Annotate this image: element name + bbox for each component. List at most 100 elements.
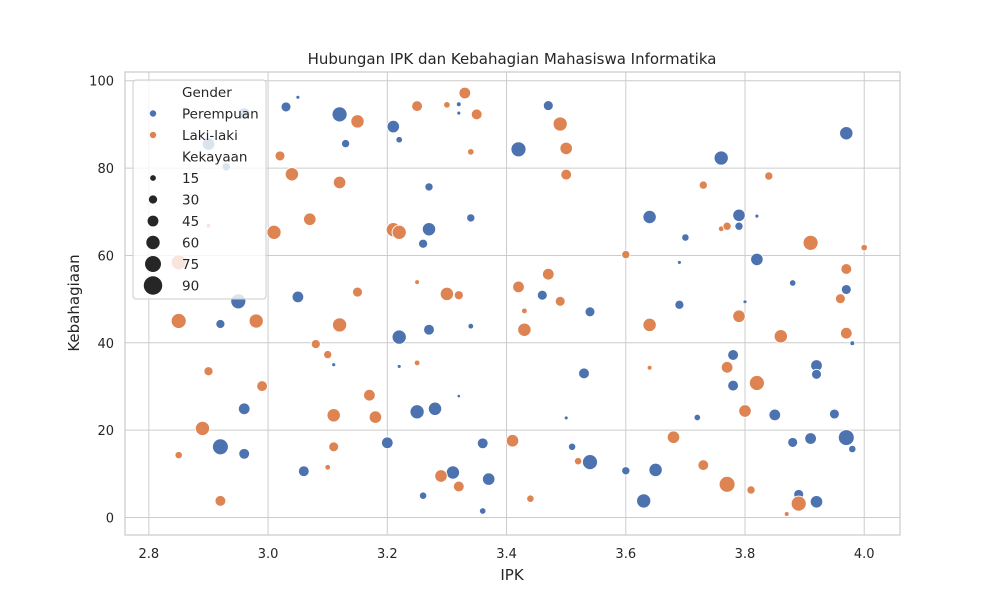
data-point-perempuan	[754, 213, 760, 219]
data-point-perempuan	[811, 368, 822, 380]
data-point-laki-laki	[328, 441, 340, 453]
data-point-perempuan	[787, 436, 799, 448]
data-point-perempuan	[396, 363, 402, 369]
data-point-perempuan	[732, 208, 746, 223]
data-point-perempuan	[409, 404, 425, 420]
data-point-perempuan	[295, 94, 301, 100]
plot-frame	[124, 71, 901, 536]
data-point-perempuan	[423, 323, 435, 336]
data-point-laki-laki	[350, 114, 365, 129]
legend-size-entry: 30	[182, 193, 199, 209]
data-point-perempuan	[341, 139, 351, 149]
data-point-perempuan	[536, 289, 548, 301]
legend-hue-entry: Laki-laki	[182, 128, 238, 144]
data-point-laki-laki	[698, 180, 708, 190]
y-tick-label: 80	[97, 162, 114, 177]
data-point-perempuan	[331, 362, 337, 368]
legend-box	[132, 79, 267, 300]
x-tick-label: 3.0	[258, 547, 279, 562]
data-point-laki-laki	[840, 263, 853, 275]
data-point-laki-laki	[174, 450, 183, 460]
data-point-perempuan	[456, 393, 462, 399]
data-point-perempuan	[563, 415, 569, 421]
data-point-laki-laki	[332, 175, 347, 190]
data-point-perempuan	[280, 101, 292, 113]
data-point-perempuan	[211, 438, 229, 456]
data-point-perempuan	[681, 233, 690, 242]
data-point-perempuan	[427, 401, 443, 416]
data-point-perempuan	[297, 465, 310, 478]
data-point-perempuan	[391, 329, 407, 345]
data-point-perempuan	[636, 493, 652, 509]
data-point-perempuan	[839, 126, 854, 141]
x-axis-label: IPK	[500, 566, 524, 584]
data-point-laki-laki	[697, 459, 710, 471]
data-point-perempuan	[542, 100, 554, 112]
y-tick-label: 40	[97, 337, 114, 352]
data-point-perempuan	[727, 349, 739, 361]
data-point-laki-laki	[573, 457, 583, 466]
data-point-laki-laki	[834, 293, 846, 305]
data-point-perempuan	[478, 507, 487, 515]
legend-size-entry: 60	[182, 236, 199, 252]
data-point-laki-laki	[411, 100, 423, 112]
data-point-perempuan	[648, 462, 663, 478]
x-tick-label: 3.8	[735, 547, 756, 562]
data-point-laki-laki	[840, 326, 853, 340]
data-point-perempuan	[750, 252, 764, 267]
y-tick-label: 20	[97, 424, 114, 439]
data-point-perempuan	[734, 221, 744, 231]
grid-lines	[125, 72, 900, 535]
data-point-perempuan	[713, 150, 729, 166]
x-tick-label: 2.8	[139, 547, 160, 562]
x-tick-labels: 2.8 3.0 3.2 3.4 3.6 3.8 4.0	[139, 547, 875, 562]
data-point-laki-laki	[505, 433, 520, 448]
data-points	[170, 86, 868, 517]
legend-marker	[149, 110, 157, 117]
data-point-laki-laki	[738, 404, 752, 418]
data-point-laki-laki	[303, 212, 317, 226]
x-tick-label: 3.2	[377, 547, 398, 562]
data-point-laki-laki	[517, 322, 532, 337]
x-tick-label: 3.6	[615, 547, 636, 562]
data-point-laki-laki	[453, 290, 464, 301]
data-point-perempuan	[849, 340, 856, 347]
data-point-perempuan	[809, 495, 824, 509]
legend-size-marker	[148, 195, 158, 204]
data-point-perempuan	[418, 238, 429, 249]
data-point-laki-laki	[746, 485, 756, 495]
data-point-laki-laki	[526, 494, 535, 503]
data-point-perempuan	[424, 182, 434, 192]
data-point-laki-laki	[256, 380, 268, 392]
data-point-laki-laki	[324, 463, 332, 471]
data-point-perempuan	[445, 465, 461, 480]
data-point-perempuan	[768, 408, 782, 422]
data-point-laki-laki	[621, 250, 631, 260]
data-point-laki-laki	[266, 224, 282, 240]
data-point-laki-laki	[363, 388, 376, 402]
data-point-laki-laki	[642, 317, 657, 333]
data-point-perempuan	[238, 447, 251, 460]
data-point-laki-laki	[552, 116, 568, 132]
y-axis-label: Kebahagiaan	[65, 254, 83, 351]
data-point-perempuan	[331, 106, 348, 123]
data-point-perempuan	[674, 299, 685, 310]
legend-size-marker	[146, 235, 160, 250]
data-point-laki-laki	[802, 234, 819, 251]
data-point-perempuan	[481, 472, 496, 486]
legend-size-entry: 15	[182, 171, 199, 187]
data-point-perempuan	[828, 408, 840, 420]
data-point-laki-laki	[214, 495, 227, 507]
data-point-laki-laki	[512, 280, 525, 294]
data-point-perempuan	[455, 101, 462, 108]
data-point-laki-laki	[790, 495, 807, 512]
data-point-laki-laki	[248, 313, 264, 329]
data-point-perempuan	[510, 141, 527, 158]
data-point-perempuan	[642, 209, 657, 225]
legend: Gender Perempuan Laki-laki Kekayaan 15 30 45 60…	[132, 79, 267, 300]
data-point-perempuan	[380, 436, 394, 450]
legend-size-entry: 75	[182, 257, 199, 273]
data-point-laki-laki	[443, 101, 451, 109]
data-point-laki-laki	[368, 410, 383, 424]
data-point-laki-laki	[748, 375, 765, 392]
